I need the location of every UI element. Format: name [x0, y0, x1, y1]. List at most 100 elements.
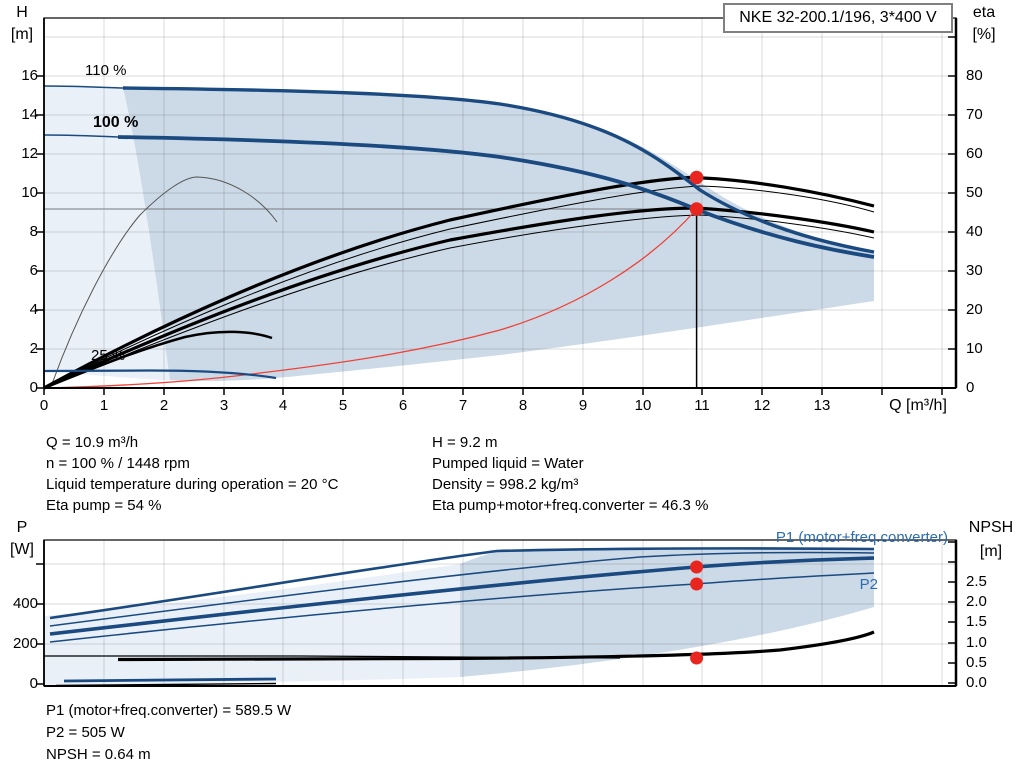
npsh-axis-title: NPSH — [968, 519, 1014, 536]
head-curve-25 — [43, 369, 277, 380]
info-eta-total: Eta pump+motor+freq.converter = 46.3 % — [432, 497, 709, 514]
head-curve-110 — [122, 86, 875, 254]
q-tick-8: 8 — [518, 397, 528, 414]
info-liquid: Pumped liquid = Water — [432, 455, 584, 472]
p1-max-curve — [49, 547, 875, 620]
p-axis-ticks — [36, 563, 44, 685]
eta-tick-40: 40 — [966, 223, 983, 240]
eta-25-curve — [43, 330, 273, 390]
operating-point-p1-dot[interactable] — [690, 560, 704, 574]
npsh-tick-1-0: 1.0 — [966, 634, 987, 651]
npsh-tick-2-5: 2.5 — [966, 573, 987, 590]
q-tick-7: 7 — [458, 397, 468, 414]
eta-tick-30: 30 — [966, 262, 983, 279]
operating-point-eta-dot[interactable] — [689, 170, 704, 185]
q-tick-1: 1 — [99, 397, 109, 414]
npsh-tick-1-5: 1.5 — [966, 613, 987, 630]
bottom-plot-area[interactable] — [44, 540, 956, 686]
speed-110-label: 110 % — [85, 62, 127, 79]
q-tick-0: 0 — [39, 397, 49, 414]
top-h-ticks — [36, 75, 44, 389]
head-curve-100 — [117, 135, 875, 259]
top-plot-area[interactable] — [44, 18, 956, 388]
top-eta-ticks — [948, 36, 956, 389]
h-tick-2: 2 — [29, 340, 38, 357]
top-envelope-light — [44, 86, 170, 380]
head-curve-100-lead — [43, 134, 119, 138]
h-tick-8: 8 — [29, 223, 38, 240]
q-tick-9: 9 — [578, 397, 588, 414]
bottom-envelope — [460, 548, 874, 677]
q-tick-3: 3 — [219, 397, 229, 414]
info-p1: P1 (motor+freq.converter) = 589.5 W — [46, 702, 292, 719]
h-tick-10: 10 — [21, 184, 38, 201]
p-tick-0: 0 — [29, 675, 38, 692]
info-n: n = 100 % / 1448 rpm — [46, 455, 190, 472]
npsh-tick-2-0: 2.0 — [966, 593, 987, 610]
h-tick-6: 6 — [29, 262, 38, 279]
info-q: Q = 10.9 m³/h — [46, 434, 139, 451]
h-tick-0: 0 — [29, 379, 38, 396]
q-tick-12: 12 — [753, 397, 771, 414]
eta-axis-title: eta — [972, 4, 996, 21]
q-axis-title: Q [m³/h] — [889, 397, 947, 414]
eta-axis-unit: [%] — [972, 26, 996, 43]
duty-info-right: H = 9.2 m Pumped liquid = Water Density … — [432, 432, 708, 516]
eta-tick-80: 80 — [966, 67, 983, 84]
eta-total-red-curve — [43, 208, 698, 389]
p1-curve-label: P1 (motor+freq.converter) — [775, 529, 948, 546]
q-tick-5: 5 — [338, 397, 348, 414]
top-x-ticks — [43, 388, 943, 395]
top-envelope — [123, 88, 874, 382]
eta-curve-thin-b — [43, 214, 875, 389]
iso-curve-arc — [51, 176, 278, 385]
q-tick-4: 4 — [278, 397, 288, 414]
eta-tick-20: 20 — [966, 301, 983, 318]
duty-info-left: Q = 10.9 m³/h n = 100 % / 1448 rpm Liqui… — [46, 432, 338, 516]
eta-tick-10: 10 — [966, 340, 983, 357]
p2-curve-label: P2 — [859, 576, 878, 593]
q-tick-11: 11 — [694, 397, 710, 414]
p-25-curve — [63, 677, 277, 683]
bottom-grid — [44, 540, 956, 686]
info-eta-pump: Eta pump = 54 % — [46, 497, 162, 514]
eta-pump-curve — [43, 175, 875, 390]
bottom-envelope-light — [44, 564, 460, 685]
h-axis-title: H — [16, 4, 28, 21]
info-h: H = 9.2 m — [432, 434, 498, 451]
eta-curve-thin-a — [43, 185, 875, 389]
info-p2: P2 = 505 W — [46, 724, 125, 741]
eta-tick-50: 50 — [966, 184, 983, 201]
q-tick-13: 13 — [813, 397, 831, 414]
p-tick-200: 200 — [12, 635, 38, 652]
eta-tick-0: 0 — [966, 379, 975, 396]
npsh-axis-unit: [m] — [979, 543, 1003, 560]
p2-max-curve — [49, 551, 875, 627]
h-tick-14: 14 — [21, 106, 38, 123]
q-tick-10: 10 — [634, 397, 652, 414]
operating-point-npsh-dot[interactable] — [690, 651, 704, 665]
p2-100-curve — [49, 572, 875, 643]
eta-total-curve-black — [43, 206, 875, 390]
npsh-tick-0-0: 0.0 — [966, 674, 987, 691]
p1-100-curve — [49, 556, 875, 636]
h-tick-16: 16 — [21, 67, 38, 84]
h-tick-4: 4 — [29, 301, 38, 318]
q-tick-2: 2 — [159, 397, 169, 414]
npsh-tick-0-5: 0.5 — [966, 654, 987, 671]
operating-point-head-dot[interactable] — [689, 202, 704, 216]
h-tick-12: 12 — [21, 145, 38, 162]
info-density: Density = 998.2 kg/m³ — [432, 476, 579, 493]
eta-tick-60: 60 — [966, 145, 983, 162]
q-tick-6: 6 — [398, 397, 408, 414]
pump-title: NKE 32-200.1/196, 3*400 V — [739, 9, 937, 26]
power-info: P1 (motor+freq.converter) = 589.5 W P2 =… — [46, 700, 291, 766]
p-axis-title: P — [16, 519, 28, 536]
h-axis-unit: [m] — [10, 26, 34, 43]
operating-point-p2-dot[interactable] — [690, 577, 704, 591]
info-temp: Liquid temperature during operation = 20… — [46, 476, 339, 493]
head-curve-110-lead — [43, 85, 124, 89]
eta-tick-70: 70 — [966, 106, 983, 123]
